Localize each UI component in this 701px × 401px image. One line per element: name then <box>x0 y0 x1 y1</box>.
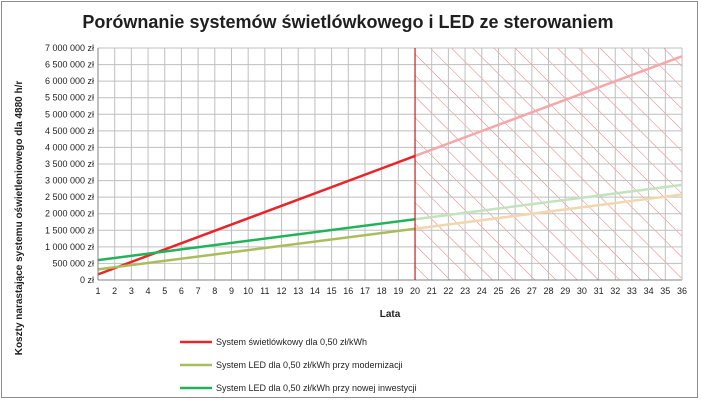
x-tick-label: 33 <box>627 286 637 296</box>
y-tick-label: 4 500 000 zł <box>45 126 94 136</box>
x-tick-label: 7 <box>196 286 201 296</box>
x-tick-label: 4 <box>146 286 151 296</box>
legend: System świetlówkowy dla 0,50 zł/kWh Syste… <box>180 337 417 393</box>
x-tick-label: 6 <box>179 286 184 296</box>
x-tick-label: 30 <box>577 286 587 296</box>
y-tick-label: 5 000 000 zł <box>45 109 94 119</box>
x-tick-label: 35 <box>660 286 670 296</box>
x-tick-label: 25 <box>493 286 503 296</box>
x-tick-label: 29 <box>560 286 570 296</box>
x-tick-label: 24 <box>477 286 487 296</box>
y-tick-labels: 0 zł 500 000 zł 1 000 000 zł 1 500 000 zł 2 … <box>45 43 94 285</box>
series-lines <box>97 55 683 276</box>
series-line-1 <box>97 154 416 276</box>
y-tick-label: 6 500 000 zł <box>45 60 94 70</box>
x-tick-label: 11 <box>260 286 269 296</box>
x-tick-label: 18 <box>377 286 387 296</box>
series-projection-3 <box>414 183 683 221</box>
x-tick-label: 31 <box>594 286 604 296</box>
x-tick-label: 15 <box>327 286 337 296</box>
x-tick-label: 2 <box>112 286 117 296</box>
y-tick-label: 3 500 000 zł <box>45 159 94 169</box>
x-tick-label: 1 <box>95 286 100 296</box>
x-tick-label: 17 <box>360 286 370 296</box>
x-tick-label: 32 <box>610 286 620 296</box>
legend-label: System LED dla 0,50 zł/kWh przy moderniz… <box>216 360 403 370</box>
x-tick-labels: 1 2 3 4 5 6 7 8 9 10 11 12 13 14 15 16 17 18 19 20 21 22 23 24 2… <box>95 286 687 296</box>
y-tick-label: 2 500 000 zł <box>45 192 94 202</box>
y-tick-label: 1 000 000 zł <box>45 242 94 252</box>
x-tick-label: 34 <box>644 286 654 296</box>
x-tick-label: 13 <box>293 286 303 296</box>
x-axis-title: Lata <box>380 309 401 320</box>
y-tick-label: 2 000 000 zł <box>45 209 94 219</box>
x-tick-label: 16 <box>343 286 353 296</box>
series-projection-1 <box>414 55 683 158</box>
x-tick-label: 26 <box>510 286 520 296</box>
chart-title: Porównanie systemów świetlówkowego i LED… <box>82 12 613 32</box>
x-tick-label: 9 <box>229 286 234 296</box>
series-line-2 <box>97 227 416 271</box>
x-tick-label: 14 <box>310 286 320 296</box>
x-tick-label: 21 <box>427 286 437 296</box>
x-tick-label: 27 <box>527 286 537 296</box>
x-tick-label: 8 <box>212 286 217 296</box>
x-tick-label: 23 <box>460 286 470 296</box>
y-tick-label: 7 000 000 zł <box>45 43 94 53</box>
x-tick-label: 10 <box>243 286 253 296</box>
y-axis-title: Koszty narastające systemu oświetleniowe… <box>14 81 25 356</box>
x-tick-label: 36 <box>677 286 687 296</box>
y-tick-label: 1 500 000 zł <box>45 225 94 235</box>
x-tick-label: 28 <box>544 286 554 296</box>
series-line-3 <box>97 218 416 262</box>
legend-label: System świetlówkowy dla 0,50 zł/kWh <box>216 337 367 347</box>
x-tick-label: 22 <box>443 286 453 296</box>
x-tick-label: 3 <box>129 286 134 296</box>
y-tick-label: 0 zł <box>80 275 94 285</box>
y-tick-label: 5 500 000 zł <box>45 93 94 103</box>
legend-label: System LED dla 0,50 zł/kWh przy nowej in… <box>216 383 417 393</box>
axes <box>97 48 682 281</box>
y-tick-label: 500 000 zł <box>52 258 94 268</box>
series-projection-2 <box>414 193 683 230</box>
y-tick-label: 3 000 000 zł <box>45 176 94 186</box>
x-tick-label: 20 <box>410 286 420 296</box>
x-tick-label: 19 <box>393 286 403 296</box>
x-tick-label: 12 <box>277 286 287 296</box>
x-tick-label: 5 <box>162 286 167 296</box>
y-tick-label: 6 000 000 zł <box>45 76 94 86</box>
y-tick-label: 4 000 000 zł <box>45 142 94 152</box>
